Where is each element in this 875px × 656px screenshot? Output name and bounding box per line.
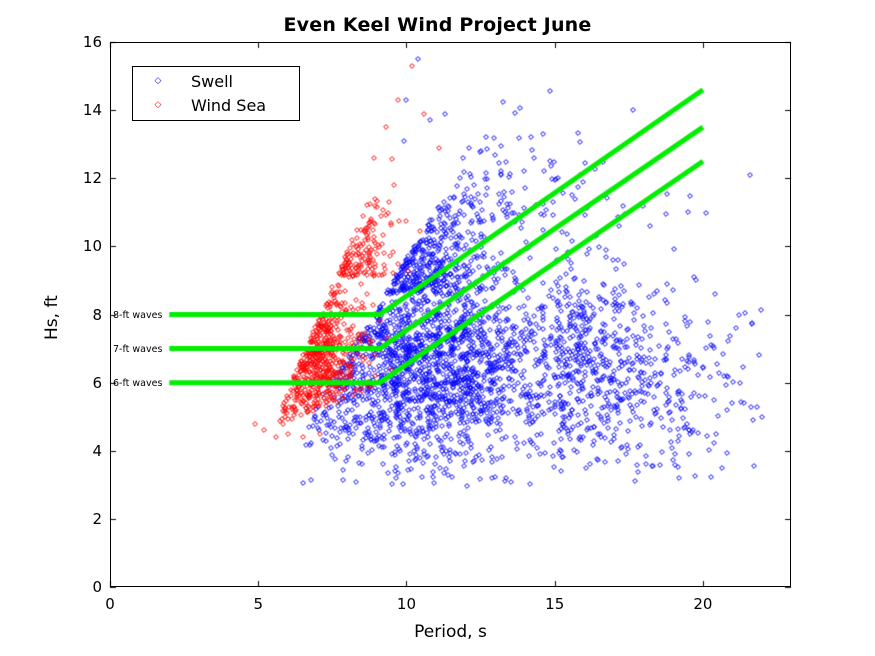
swell-marker-icon: ◇ [154,76,162,86]
y-tick-2: 2 [92,509,102,528]
y-tick-6: 6 [92,373,102,392]
x-tick-15: 15 [545,595,565,613]
legend-label-wind-sea: Wind Sea [191,96,267,115]
y-tick-16: 16 [82,33,102,51]
y-tick-4: 4 [92,441,102,460]
x-tick-5: 5 [253,595,264,613]
x-tick-0: 0 [105,595,115,613]
x-tick-10: 10 [396,595,417,613]
wind-sea-marker-icon: ◇ [154,100,162,110]
y-tick-8: 8 [92,305,102,324]
y-tick-12: 12 [82,169,102,188]
y-tick-0: 0 [92,578,102,596]
legend-item-wind-sea: ◇ Wind Sea [133,94,299,118]
legend-item-swell: ◇ Swell [133,70,299,94]
legend-label-swell: Swell [191,72,233,91]
y-axis-label: Hs, ft [42,294,62,340]
x-axis-label: Period, s [414,622,487,642]
y-tick-10: 10 [82,237,102,256]
y-tick-14: 14 [82,101,102,120]
annotation-7ft: 7-ft waves [113,343,163,355]
annotation-6ft: 6-ft waves [113,377,163,389]
annotation-8ft: 8-ft waves [113,309,163,321]
x-tick-20: 20 [693,595,713,613]
legend: ◇ Swell ◇ Wind Sea [132,66,300,121]
